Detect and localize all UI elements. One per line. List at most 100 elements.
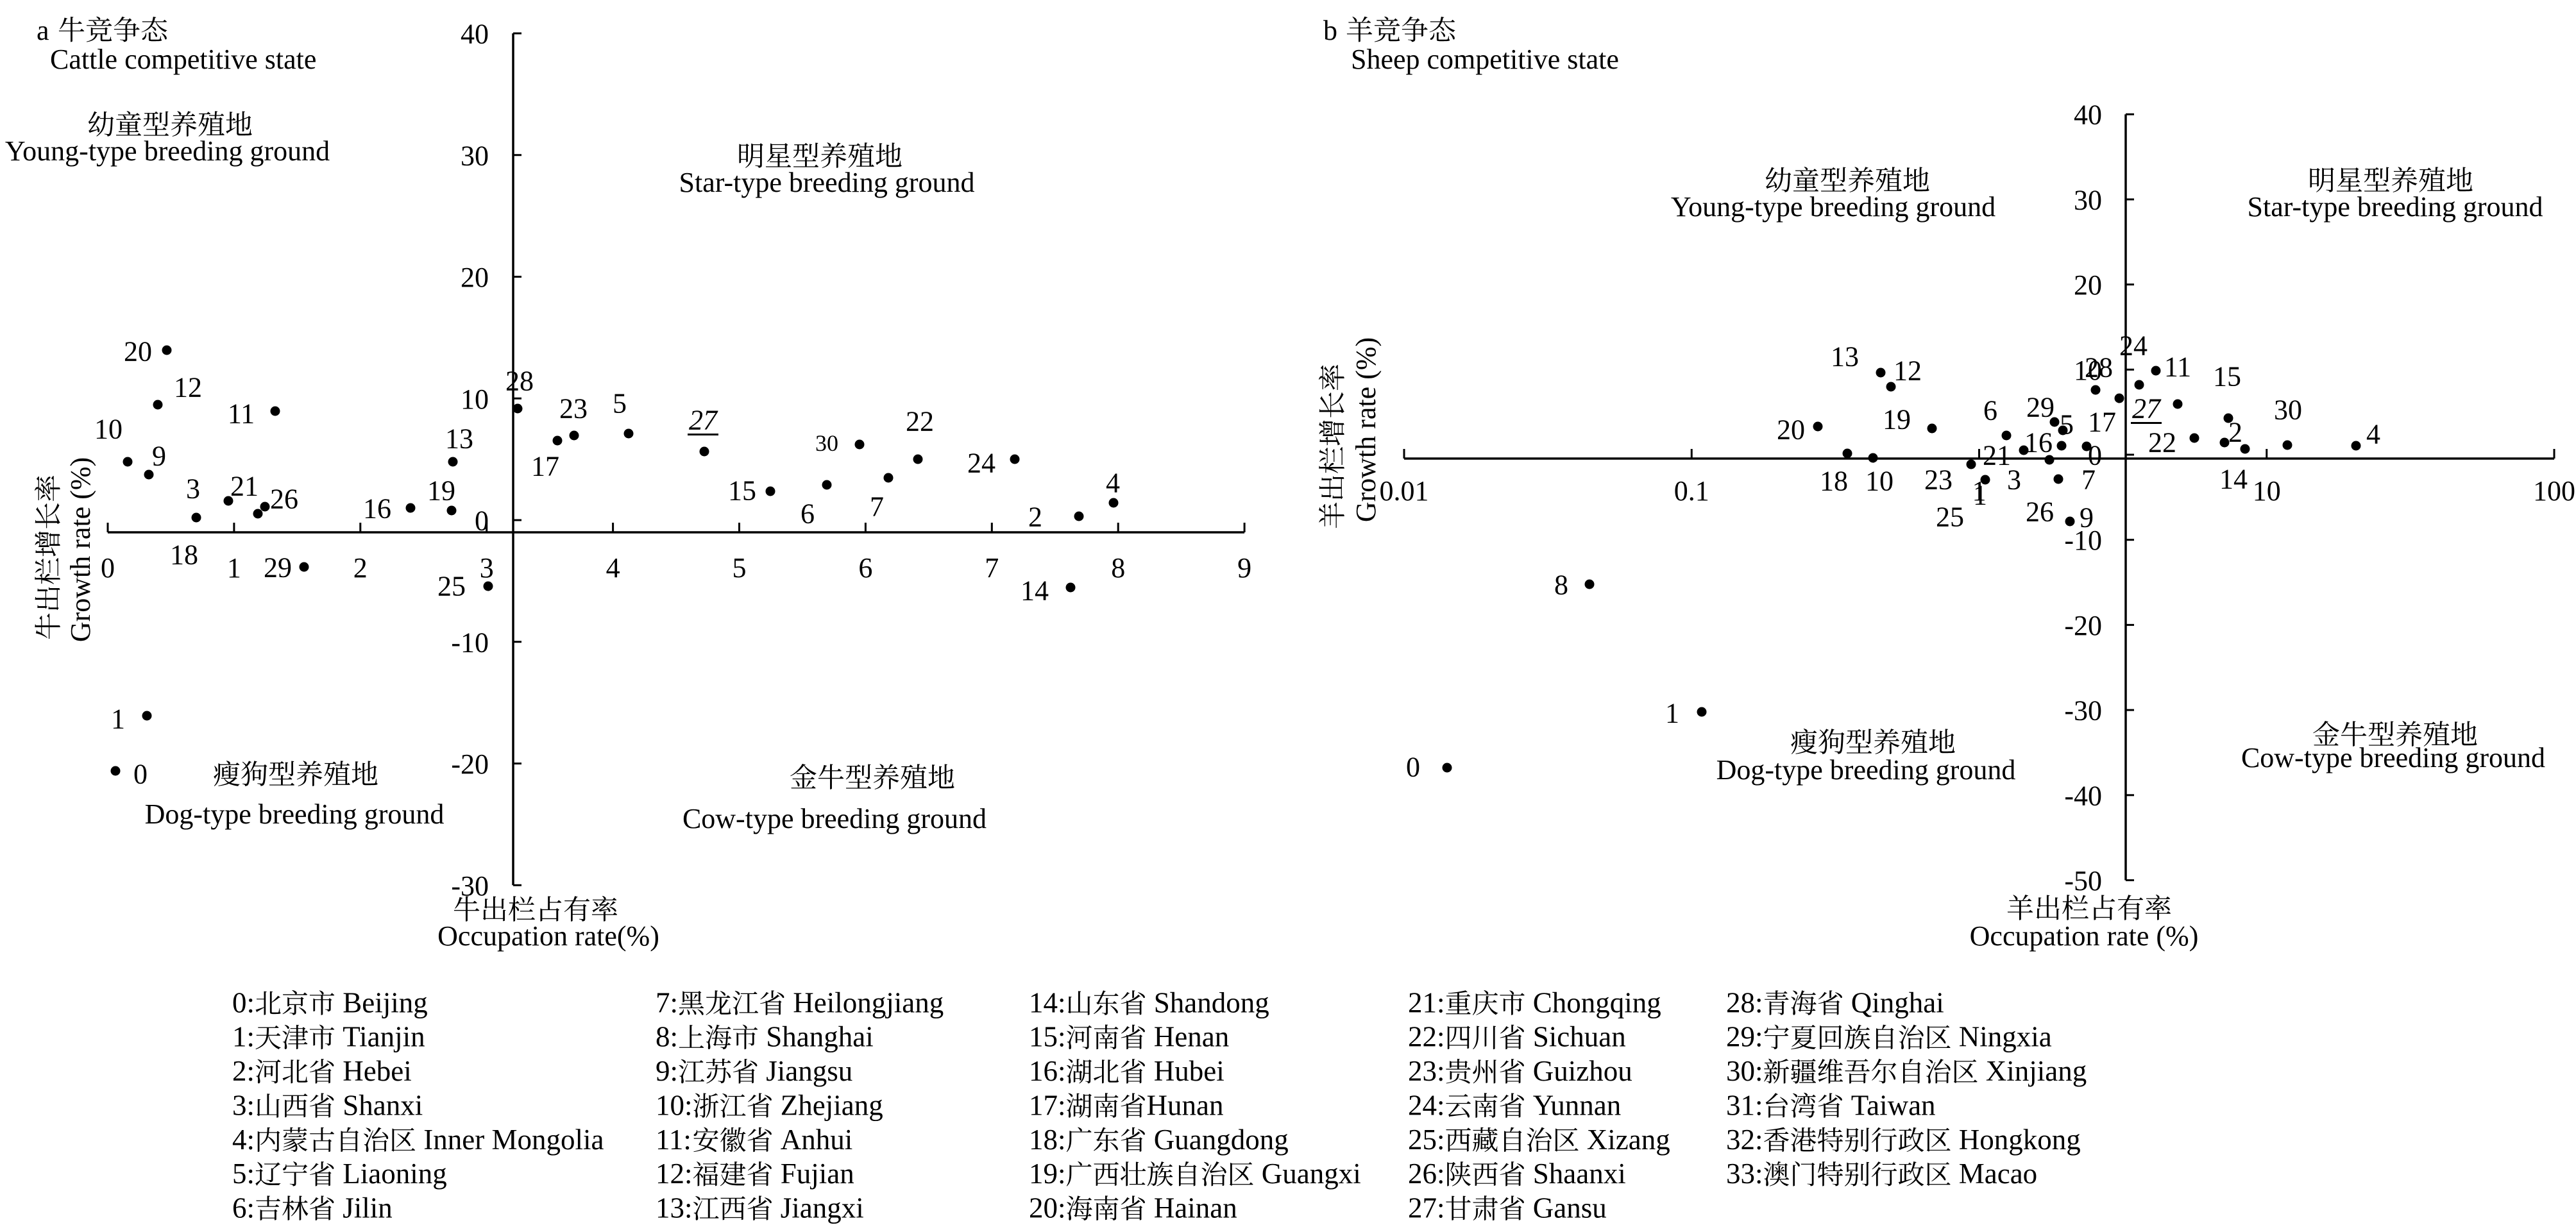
svg-text:2: 2 xyxy=(2228,417,2242,448)
svg-text:30: 30 xyxy=(815,430,838,456)
svg-text:17: 17 xyxy=(2088,407,2116,438)
svg-text:30: 30 xyxy=(2074,184,2102,215)
svg-text:15: 15 xyxy=(2213,361,2241,392)
svg-text:2: 2 xyxy=(1028,502,1042,533)
svg-text:13:: 13: xyxy=(656,1192,693,1224)
svg-text:40: 40 xyxy=(2074,99,2102,131)
svg-text:-20: -20 xyxy=(451,748,489,780)
svg-text:9: 9 xyxy=(2080,502,2094,534)
svg-text:100: 100 xyxy=(2533,475,2575,507)
svg-text:Sichuan: Sichuan xyxy=(1533,1021,1626,1053)
svg-text:28:: 28: xyxy=(1726,986,1763,1018)
svg-text:25: 25 xyxy=(437,571,466,602)
svg-text:11:: 11: xyxy=(656,1124,691,1156)
svg-text:3:: 3: xyxy=(232,1089,255,1121)
svg-text:Hunan: Hunan xyxy=(1147,1089,1224,1121)
svg-text:Xizang: Xizang xyxy=(1587,1124,1670,1156)
svg-text:Hainan: Hainan xyxy=(1154,1192,1237,1224)
svg-text:Cow-type breeding ground: Cow-type breeding ground xyxy=(2241,742,2545,773)
svg-text:26: 26 xyxy=(270,484,298,515)
svg-text:30:: 30: xyxy=(1726,1055,1763,1087)
svg-text:-30: -30 xyxy=(2064,695,2102,727)
svg-text:19: 19 xyxy=(427,475,455,507)
svg-text:16:: 16: xyxy=(1029,1055,1066,1087)
svg-text:0.01: 0.01 xyxy=(1380,475,1429,507)
svg-text:24: 24 xyxy=(967,448,996,479)
svg-text:4: 4 xyxy=(606,552,620,584)
svg-text:7: 7 xyxy=(870,491,884,523)
svg-text:8: 8 xyxy=(1554,570,1568,601)
svg-text:Hubei: Hubei xyxy=(1154,1055,1224,1087)
svg-text:3: 3 xyxy=(480,552,494,584)
svg-text:1: 1 xyxy=(111,704,125,735)
svg-text:10: 10 xyxy=(1865,466,1894,497)
svg-text:15: 15 xyxy=(728,475,756,507)
svg-text:1: 1 xyxy=(1665,698,1679,729)
svg-text:12: 12 xyxy=(174,372,202,403)
svg-text:7: 7 xyxy=(985,552,999,584)
svg-text:0: 0 xyxy=(133,759,148,790)
svg-text:10:: 10: xyxy=(656,1089,693,1121)
svg-text:10: 10 xyxy=(461,384,489,415)
svg-text:Tianjin: Tianjin xyxy=(343,1021,425,1053)
svg-text:2: 2 xyxy=(353,552,368,584)
svg-text:Sheep competitive state: Sheep competitive state xyxy=(1351,44,1619,75)
svg-text:Guangxi: Guangxi xyxy=(1262,1158,1361,1190)
svg-text:13: 13 xyxy=(1831,341,1859,373)
svg-text:27: 27 xyxy=(689,405,718,436)
svg-text:Yunnan: Yunnan xyxy=(1533,1089,1621,1121)
svg-text:Occupation rate(%): Occupation rate(%) xyxy=(437,920,659,952)
svg-text:18:: 18: xyxy=(1029,1124,1066,1156)
svg-text:Shaanxi: Shaanxi xyxy=(1533,1158,1626,1190)
svg-text:Guizhou: Guizhou xyxy=(1533,1055,1632,1087)
svg-text:Zhejiang: Zhejiang xyxy=(781,1089,883,1121)
svg-text:13: 13 xyxy=(445,423,473,455)
svg-text:7:: 7: xyxy=(656,986,678,1018)
svg-text:32:: 32: xyxy=(1726,1124,1763,1156)
svg-text:8:: 8: xyxy=(656,1021,678,1053)
svg-text:0:: 0: xyxy=(232,986,255,1018)
svg-text:Taiwan: Taiwan xyxy=(1851,1089,1936,1121)
svg-text:4: 4 xyxy=(2366,419,2380,450)
svg-text:Liaoning: Liaoning xyxy=(343,1158,446,1190)
svg-text:-10: -10 xyxy=(2064,525,2102,556)
svg-text:0: 0 xyxy=(1406,752,1420,783)
svg-text:31:: 31: xyxy=(1726,1089,1763,1121)
svg-text:-20: -20 xyxy=(2064,610,2102,641)
svg-text:26: 26 xyxy=(2026,496,2054,528)
svg-text:Heilongjiang: Heilongjiang xyxy=(793,986,944,1018)
svg-text:Anhui: Anhui xyxy=(781,1124,853,1156)
svg-text:-10: -10 xyxy=(451,627,489,658)
svg-text:28: 28 xyxy=(505,366,534,397)
svg-text:0: 0 xyxy=(101,552,115,584)
svg-text:15:: 15: xyxy=(1029,1021,1066,1053)
svg-text:10: 10 xyxy=(94,414,123,445)
svg-text:Jiangsu: Jiangsu xyxy=(766,1055,852,1087)
svg-text:6: 6 xyxy=(858,552,872,584)
svg-text:29: 29 xyxy=(2026,392,2055,423)
svg-text:40: 40 xyxy=(461,19,489,50)
svg-text:3: 3 xyxy=(186,473,200,505)
svg-text:5: 5 xyxy=(2060,409,2074,441)
svg-text:3: 3 xyxy=(2007,464,2021,496)
svg-text:21:: 21: xyxy=(1408,986,1445,1018)
svg-text:17:: 17: xyxy=(1029,1089,1066,1121)
svg-text:20: 20 xyxy=(124,336,152,367)
svg-text:12:: 12: xyxy=(656,1158,693,1190)
svg-text:Beijing: Beijing xyxy=(343,986,428,1018)
svg-text:25: 25 xyxy=(1936,502,1964,533)
svg-text:Gansu: Gansu xyxy=(1533,1192,1607,1224)
svg-text:16: 16 xyxy=(363,493,391,525)
svg-text:9: 9 xyxy=(1237,552,1251,584)
svg-text:11: 11 xyxy=(2164,351,2191,383)
svg-text:29: 29 xyxy=(264,552,292,584)
svg-text:Qinghai: Qinghai xyxy=(1851,986,1944,1018)
svg-text:10: 10 xyxy=(2074,355,2102,386)
svg-text:Cow-type breeding ground: Cow-type breeding ground xyxy=(682,803,987,834)
svg-text:14:: 14: xyxy=(1029,986,1066,1018)
svg-text:4:: 4: xyxy=(232,1124,255,1156)
svg-text:6: 6 xyxy=(1983,395,1997,426)
svg-text:-40: -40 xyxy=(2064,780,2102,811)
svg-text:22: 22 xyxy=(2148,427,2176,459)
svg-text:Growth rate (%): Growth rate (%) xyxy=(65,457,96,642)
